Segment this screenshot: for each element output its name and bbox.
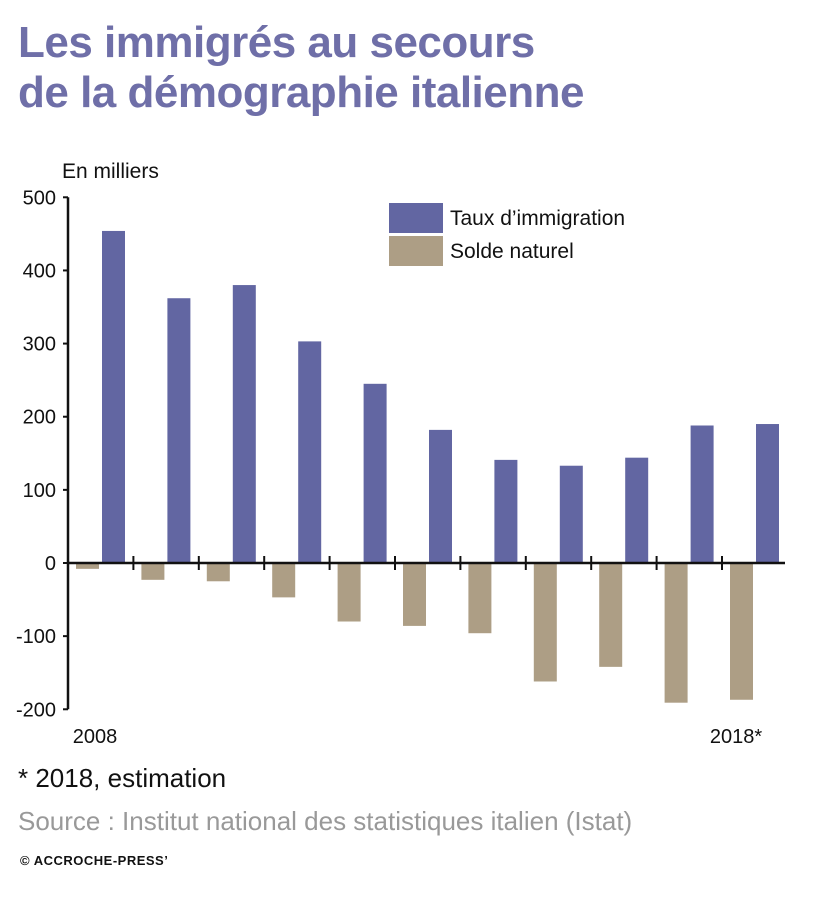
bar-taux-immigration [232,285,256,563]
bar-solde-naturel [206,563,230,582]
credit-label: © ACCROCHE-PRESS’ [20,853,169,868]
y-tick-label: 300 [23,334,56,356]
bar-solde-naturel [533,563,557,682]
y-tick-label: 500 [23,187,56,209]
bar-solde-naturel [664,563,688,703]
legend-swatch [389,203,443,233]
bar-taux-immigration [102,230,125,563]
bar-solde-naturel [468,563,492,634]
x-tick-label: 2018* [710,726,762,748]
bar-taux-immigration [494,459,518,563]
y-tick-label: 0 [45,553,56,575]
bar-taux-immigration [363,383,387,563]
x-tick-label: 2008 [73,726,118,748]
x-axis: 2008 2018* [67,556,785,748]
y-tick-label: -200 [16,699,56,721]
bar-solde-naturel [403,563,426,626]
bar-taux-immigration [429,429,452,563]
legend: Taux d’immigration Solde naturel [389,203,625,266]
bar-solde-naturel [76,563,99,569]
chart-title: Les immigrés au secours de la démographi… [18,18,584,118]
bar-chart: 500 400 300 200 100 0 -100 -200 2008 2018* Taux … [16,187,785,748]
bar-solde-naturel [337,563,361,622]
legend-label-immigration: Taux d’immigration [450,207,625,230]
bar-taux-immigration [756,424,779,563]
chart-title-line1: Les immigrés au secours [18,18,535,67]
chart-title-line2: de la démographie italienne [18,68,584,117]
bar-taux-immigration [690,425,714,563]
legend-swatch [389,236,443,266]
bar-taux-immigration [625,457,649,563]
y-tick-label: 200 [23,407,56,429]
bar-solde-naturel [730,563,753,700]
unit-label: En milliers [62,160,159,183]
footnote: * 2018, estimation [18,763,227,793]
bar-taux-immigration [167,298,191,563]
y-axis: 500 400 300 200 100 0 -100 -200 [16,187,70,721]
y-tick-label: -100 [16,626,56,648]
y-tick-label: 100 [23,480,56,502]
source-note: Source : Institut national des statistiq… [18,806,633,836]
y-tick-label: 400 [23,260,56,282]
bar-solde-naturel [141,563,165,580]
bar-solde-naturel [272,563,296,598]
bar-solde-naturel [599,563,623,667]
bar-taux-immigration [559,465,583,563]
legend-label-solde-naturel: Solde naturel [450,240,574,263]
bars [76,230,779,703]
bar-taux-immigration [298,341,322,563]
